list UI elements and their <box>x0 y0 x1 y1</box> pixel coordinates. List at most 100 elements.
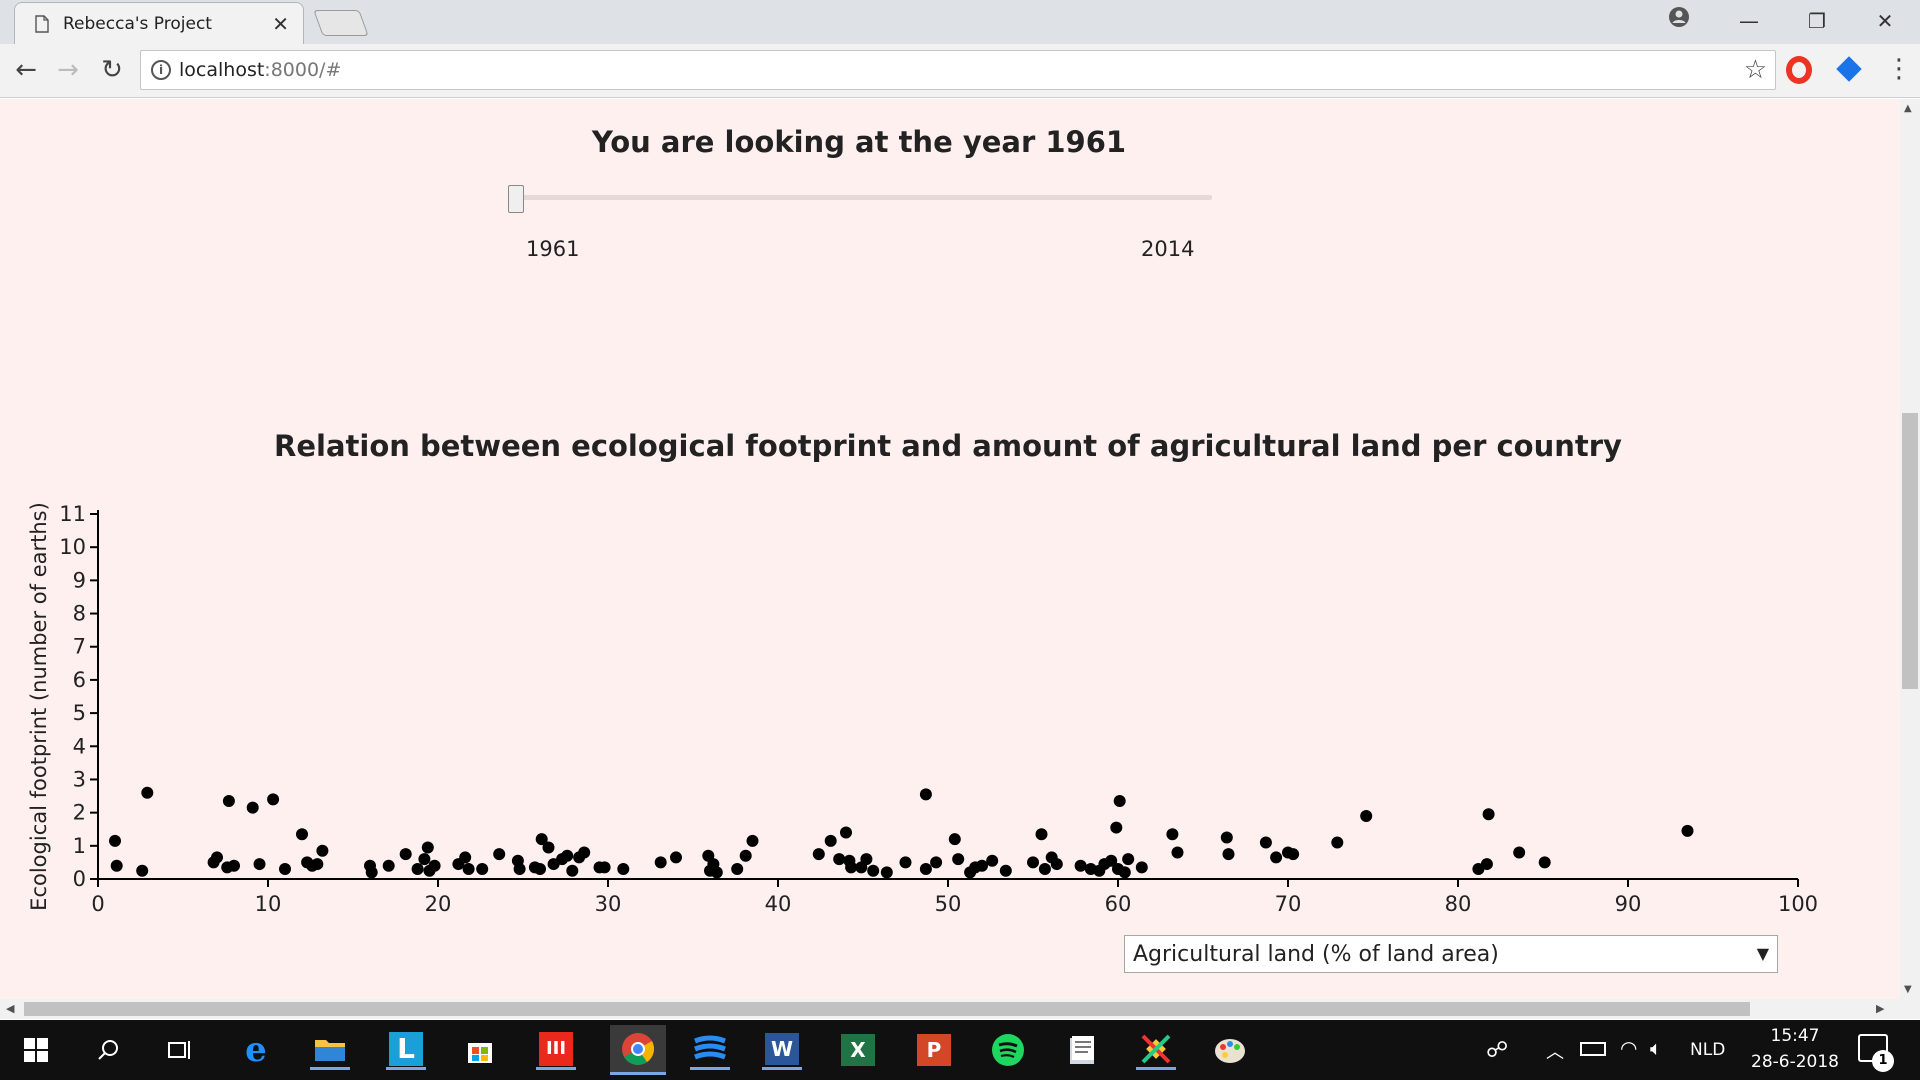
minimize-icon[interactable]: — <box>1739 9 1759 33</box>
reload-icon[interactable]: ↻ <box>101 55 123 85</box>
extension-diamond-icon[interactable] <box>1836 56 1862 82</box>
data-point <box>1110 821 1123 834</box>
horizontal-scroll-thumb[interactable] <box>24 1002 1750 1016</box>
chrome-icon[interactable] <box>610 1025 666 1075</box>
store-icon[interactable] <box>460 1030 500 1070</box>
volume-icon[interactable]: 🔈︎ <box>1650 1036 1662 1060</box>
data-point <box>731 863 744 876</box>
close-window-icon[interactable]: ✕ <box>1876 9 1894 33</box>
file-explorer-icon[interactable] <box>310 1030 350 1070</box>
slider-max-label: 2014 <box>1141 237 1195 261</box>
data-point <box>986 854 999 867</box>
y-tick-label: 8 <box>73 602 86 626</box>
scroll-right-arrow-icon[interactable]: ▶ <box>1876 1002 1885 1015</box>
restore-icon[interactable]: ❐ <box>1808 9 1826 33</box>
notification-count-badge: 1 <box>1872 1050 1894 1072</box>
close-tab-icon[interactable]: ✕ <box>272 12 289 36</box>
data-point <box>1259 836 1272 849</box>
spotify-logo-icon <box>992 1034 1024 1066</box>
data-point <box>246 801 259 814</box>
info-icon[interactable]: i <box>151 60 171 80</box>
powerpoint-icon[interactable]: P <box>914 1030 954 1070</box>
data-point <box>228 859 240 872</box>
document-stack-icon <box>1070 1036 1094 1064</box>
l-app-icon[interactable]: L <box>386 1030 426 1070</box>
data-point <box>1287 848 1300 861</box>
data-point <box>670 851 682 864</box>
data-point <box>1482 808 1495 821</box>
url-port-path: :8000/# <box>264 59 342 81</box>
scroll-up-arrow-icon[interactable]: ▲ <box>1904 103 1912 114</box>
edge-icon[interactable]: e <box>245 1030 267 1070</box>
vertical-scrollbar[interactable]: ▲ ▼ <box>1900 99 1920 999</box>
data-point <box>824 834 837 847</box>
battery-icon[interactable] <box>1580 1042 1606 1056</box>
data-point <box>141 786 154 799</box>
profile-icon[interactable] <box>1664 6 1694 36</box>
data-point <box>365 866 378 879</box>
vertical-scroll-thumb[interactable] <box>1902 413 1918 689</box>
data-point <box>617 863 630 876</box>
year-slider-track[interactable] <box>516 195 1212 200</box>
y-axis-label: Ecological footprint (number of earths) <box>27 502 51 911</box>
excel-icon[interactable]: X <box>838 1030 878 1070</box>
data-point <box>1220 831 1233 844</box>
spotify-icon[interactable] <box>988 1030 1028 1070</box>
people-icon[interactable]: ☍ <box>1486 1038 1509 1063</box>
data-point <box>812 848 825 861</box>
paint-icon[interactable] <box>1210 1030 1250 1070</box>
y-tick-label: 2 <box>73 801 86 825</box>
show-hidden-icons-chevron-icon[interactable]: ︿ <box>1546 1042 1564 1063</box>
data-point <box>534 863 546 876</box>
data-point <box>833 853 846 866</box>
data-point <box>1050 858 1063 871</box>
chrome-logo-icon <box>622 1032 655 1065</box>
search-icon[interactable] <box>88 1030 128 1070</box>
data-point <box>845 861 858 874</box>
bookmark-star-icon[interactable]: ☆ <box>1743 55 1767 85</box>
clock-time[interactable]: 15:47 <box>1770 1026 1820 1046</box>
input-language[interactable]: NLD <box>1690 1040 1726 1060</box>
task-view-icon[interactable] <box>160 1030 200 1070</box>
data-point <box>428 859 441 872</box>
tab-title: Rebecca's Project <box>63 14 212 34</box>
address-bar[interactable]: i localhost:8000/# ☆ <box>140 50 1776 90</box>
document-icon <box>35 15 49 33</box>
kebab-menu-icon[interactable]: ⋮ <box>1886 54 1912 84</box>
scroll-down-arrow-icon[interactable]: ▼ <box>1904 984 1912 995</box>
browser-tab[interactable]: Rebecca's Project ✕ <box>14 2 304 44</box>
stripes-glyph-icon <box>694 1035 726 1059</box>
data-point <box>952 853 965 866</box>
store-bag-icon <box>468 1043 492 1063</box>
data-point <box>999 864 1012 877</box>
data-point <box>1105 854 1118 867</box>
x-tick-label: 20 <box>425 892 452 916</box>
data-point <box>267 793 280 806</box>
horizontal-scrollbar[interactable]: ◀ ▶ <box>0 999 1920 1019</box>
opera-extension-icon[interactable] <box>1786 56 1812 84</box>
data-point <box>1113 795 1126 808</box>
clock-date[interactable]: 28-6-2018 <box>1751 1052 1839 1072</box>
page-content: You are looking at the year 1961 1961 20… <box>0 99 1900 999</box>
year-slider-handle[interactable] <box>508 185 524 213</box>
windows-start-icon[interactable] <box>16 1030 56 1070</box>
wifi-icon[interactable]: ◠ <box>1620 1036 1638 1060</box>
document-app-icon[interactable] <box>1062 1030 1102 1070</box>
forward-arrow-icon[interactable]: → <box>57 55 79 85</box>
x-variable-select[interactable]: Agricultural land (% of land area) ▼ <box>1124 935 1778 973</box>
back-arrow-icon[interactable]: ← <box>15 55 37 85</box>
stripes-app-icon[interactable] <box>690 1030 730 1070</box>
word-icon[interactable]: W <box>762 1030 802 1070</box>
data-point <box>382 859 395 872</box>
y-tick-label: 6 <box>73 668 86 692</box>
data-point <box>411 863 424 876</box>
red-app-icon[interactable]: III <box>536 1030 576 1070</box>
new-tab-button[interactable] <box>313 10 369 36</box>
word-glyph: W <box>765 1032 799 1065</box>
scroll-left-arrow-icon[interactable]: ◀ <box>6 1002 15 1015</box>
data-point <box>1222 848 1235 861</box>
data-point <box>566 864 579 877</box>
data-point <box>867 864 880 877</box>
data-point <box>311 858 324 871</box>
tools-app-icon[interactable] <box>1136 1030 1176 1070</box>
